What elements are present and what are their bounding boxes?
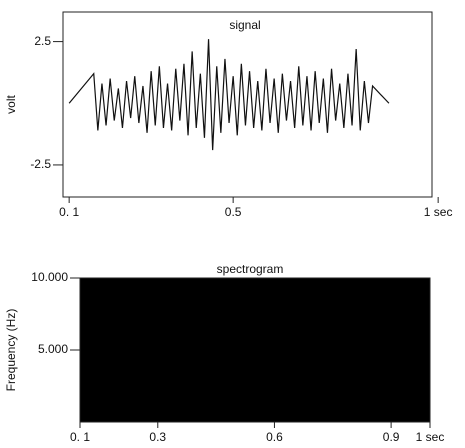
y-axis-label: volt bbox=[4, 95, 18, 114]
x-tick-label: 0.5 bbox=[225, 205, 242, 219]
y-tick-label: 5.000 bbox=[38, 342, 68, 356]
y-tick-label: 10.000 bbox=[31, 270, 68, 284]
plot-frame bbox=[62, 11, 433, 198]
y-tick-label: 2.5 bbox=[34, 34, 51, 48]
y-axis-label: Frequency (Hz) bbox=[4, 309, 18, 392]
chart-title: spectrogram bbox=[217, 262, 284, 276]
x-tick-label: 1 sec bbox=[424, 205, 453, 219]
x-tick-label: 1 sec bbox=[416, 430, 445, 444]
x-tick-label: 0.3 bbox=[149, 430, 166, 444]
chart-title: signal bbox=[229, 18, 260, 32]
x-tick-label: 0. 1 bbox=[59, 205, 79, 219]
x-tick-label: 0.6 bbox=[266, 430, 283, 444]
spectrogram-image bbox=[80, 278, 430, 422]
y-tick-label: -2.5 bbox=[30, 157, 51, 171]
x-tick-label: 0. 1 bbox=[70, 430, 90, 444]
x-tick-label: 0.9 bbox=[383, 430, 400, 444]
signal-line bbox=[68, 39, 390, 151]
